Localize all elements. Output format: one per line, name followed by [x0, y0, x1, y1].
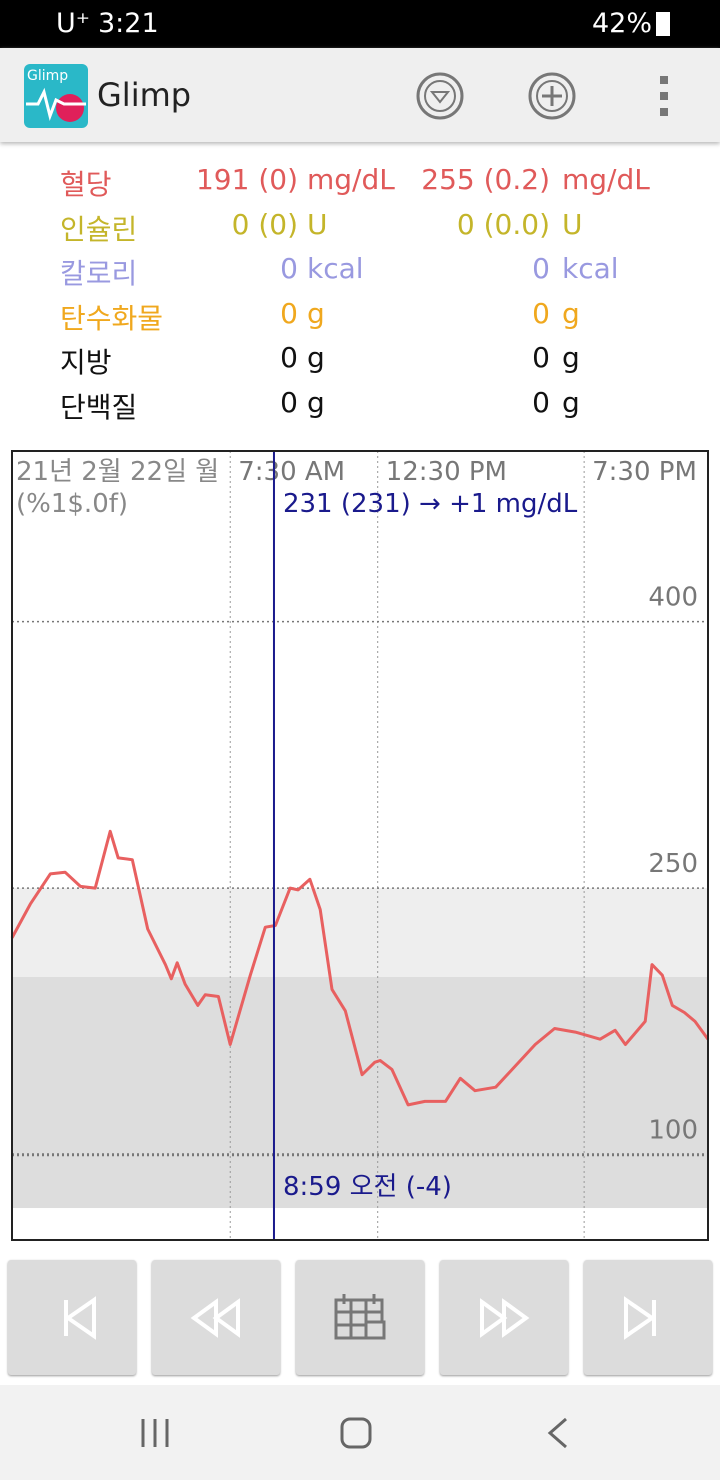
stat-row: 단백질 0 g 0 g — [0, 386, 720, 430]
x-tick-label: 7:30 PM — [592, 457, 697, 487]
stat-row: 인슐린 0 (0) U 0 (0.0) U — [0, 208, 720, 252]
stat-row: 탄수화물 0 g 0 g — [0, 297, 720, 341]
stat-unit: kcal — [562, 252, 619, 286]
chart: 7:30 AM 12:30 PM 7:30 PM 100 250 400 21년 2월 22… — [10, 450, 710, 1241]
stat-value: 0 — [532, 386, 550, 419]
icon-graphic — [26, 87, 86, 122]
stat-value: 0 (0) — [231, 207, 298, 241]
stat-value: 0 — [532, 296, 550, 330]
stat-value: 0 — [532, 252, 550, 286]
date-label: 21년 2월 22일 월 — [16, 457, 219, 487]
y-tick-label: 100 — [648, 1116, 698, 1146]
stat-value: 0 — [280, 341, 298, 375]
icon — [64, 1296, 96, 1340]
recents[interactable] — [141, 1419, 169, 1447]
stat-label: 단백질 — [60, 391, 138, 424]
cursor-time: 8:59 오전 (-4) — [283, 1172, 452, 1202]
stat-unit: g — [307, 296, 325, 330]
home[interactable] — [340, 1417, 372, 1449]
app-title: Glimp — [97, 76, 192, 114]
nav-icons — [141, 1417, 567, 1449]
icon — [480, 1298, 530, 1338]
stat-row: 혈당 191 (0) mg/dL 255 (0.2) mg/dL — [0, 163, 720, 207]
battery-icon — [656, 12, 670, 36]
x-tick-label: 7:30 AM — [238, 457, 345, 487]
collapse-button[interactable] — [416, 72, 464, 120]
plot-frame — [11, 450, 709, 1241]
back-button[interactable] — [152, 1260, 280, 1375]
stat-value: 0 — [280, 296, 298, 330]
stat-value: 0 — [280, 386, 298, 419]
stat-value: 0 (0.0) — [456, 207, 550, 241]
icon — [334, 1294, 386, 1340]
stat-unit: U — [307, 207, 328, 241]
format-label: (%1$.0f) — [16, 489, 128, 519]
target-band — [12, 888, 708, 977]
stat-unit: mg/dL — [307, 163, 395, 196]
stat-unit: U — [562, 207, 583, 241]
stat-unit: g — [562, 296, 580, 330]
stat-label: 탄수화물 — [60, 301, 164, 335]
stat-label: 혈당 — [60, 168, 112, 201]
stat-row: 칼로리 0 kcal 0 kcal — [0, 252, 720, 296]
stat-unit: mg/dL — [562, 163, 650, 196]
stat-value: 255 (0.2) — [421, 163, 550, 196]
forward-button[interactable] — [440, 1260, 568, 1375]
cursor-readout: 231 (231) → +1 mg/dL — [283, 489, 578, 519]
x-tick-label: 12:30 PM — [386, 457, 507, 487]
icon — [624, 1296, 656, 1340]
stat-unit: g — [562, 386, 580, 419]
stat-label: 지방 — [60, 346, 112, 380]
actions — [416, 72, 668, 120]
y-tick-label: 250 — [648, 849, 698, 879]
glucose-line — [10, 829, 710, 1107]
stat-row: 지방 0 g 0 g — [0, 341, 720, 385]
stat-value: 191 (0) — [195, 163, 298, 196]
icon-text: Glimp — [27, 68, 69, 84]
stat-value: 0 — [532, 341, 550, 375]
icon — [190, 1298, 240, 1338]
stat-unit: kcal — [307, 252, 364, 286]
stat-value: 0 — [280, 252, 298, 286]
stat-label: 칼로리 — [60, 257, 138, 291]
battery-text: 42% — [592, 8, 653, 39]
app-icon: Glimp — [24, 64, 88, 128]
app-bar: Glimp Glimp — [0, 48, 720, 142]
target-band — [12, 977, 708, 1209]
calendar-button[interactable] — [296, 1260, 424, 1375]
stat-unit: g — [307, 386, 325, 419]
status-bar: U⁺ 3:21 42% — [0, 0, 720, 48]
stat-unit: g — [562, 341, 580, 375]
clock: 3:21 — [98, 8, 159, 39]
last-button[interactable] — [584, 1260, 712, 1375]
stat-label: 인슐린 — [60, 212, 138, 246]
y-tick-label: 400 — [648, 583, 698, 613]
stat-unit: g — [307, 341, 325, 375]
back[interactable] — [547, 1417, 567, 1449]
nav-bar — [0, 1385, 720, 1480]
carrier: U⁺ — [56, 8, 91, 39]
first-button[interactable] — [8, 1260, 136, 1375]
add-button[interactable] — [528, 72, 576, 120]
menu-button[interactable] — [660, 76, 668, 116]
